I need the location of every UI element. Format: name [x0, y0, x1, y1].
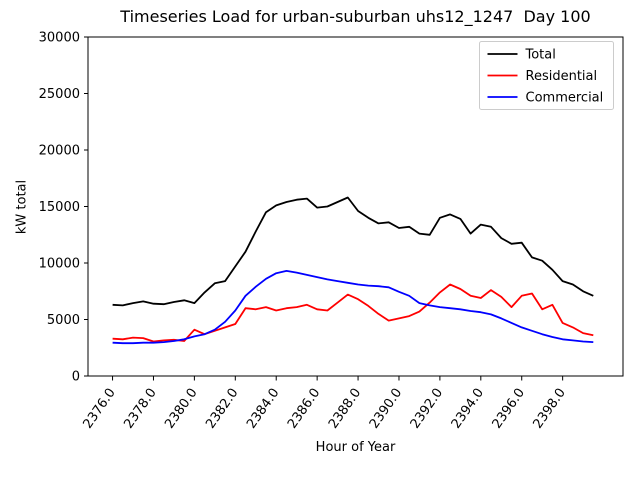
x-tick-label: 2388.0 [326, 386, 364, 432]
x-tick-label: 2398.0 [531, 386, 569, 432]
x-tick-label: 2386.0 [285, 386, 323, 432]
x-tick-label: 2384.0 [244, 386, 282, 432]
legend-box [479, 41, 614, 110]
x-tick-label: 2394.0 [449, 386, 487, 432]
x-tick-label: 2378.0 [121, 386, 159, 432]
y-tick-label: 15000 [39, 200, 80, 215]
series-line-residential [112, 283, 594, 343]
x-axis-label: Hour of Year [315, 440, 396, 455]
x-tick-label: 2380.0 [162, 386, 200, 432]
legend-label: Commercial [526, 91, 604, 106]
x-tick-label: 2382.0 [203, 386, 241, 432]
y-tick-label: 25000 [39, 87, 80, 102]
x-tick-label: 2376.0 [80, 386, 118, 432]
x-tick-label: 2390.0 [367, 386, 405, 432]
y-tick-label: 5000 [47, 313, 80, 328]
y-tick-label: 20000 [39, 144, 80, 159]
y-tick-label: 30000 [39, 31, 80, 46]
y-tick-label: 0 [72, 370, 80, 385]
legend-label: Total [525, 48, 556, 63]
y-tick-label: 10000 [39, 257, 80, 272]
x-tick-label: 2392.0 [408, 386, 446, 432]
series-line-commercial [112, 269, 594, 345]
series-line-total [112, 196, 594, 307]
legend-label: Residential [526, 69, 598, 84]
x-tick-label: 2396.0 [490, 386, 528, 432]
chart-title: Timeseries Load for urban-suburban uhs12… [120, 7, 591, 26]
